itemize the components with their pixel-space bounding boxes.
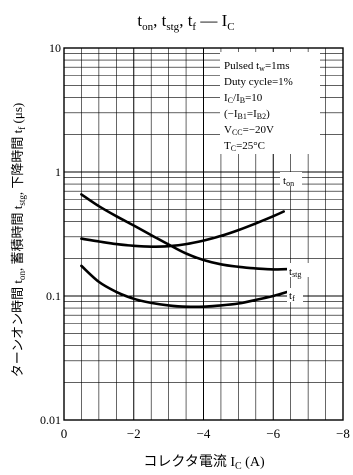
x-axis-ticks: 0 −2 −4 −6 −8 xyxy=(61,426,350,441)
y-axis-ticks: 10 1 0.1 0.01 xyxy=(40,41,61,427)
x-tick-label: −8 xyxy=(336,426,350,441)
conditions-box: Pulsed tw=1ms Duty cycle=1% IC/IB=10 (−I… xyxy=(220,52,320,154)
label-bg-tstg xyxy=(287,263,309,277)
series-line-tstg xyxy=(80,193,292,271)
series-curves xyxy=(80,193,292,309)
x-tick-label: −6 xyxy=(266,426,280,441)
condition-ratio: IC/IB=10 xyxy=(224,92,263,105)
series-label-tstg: tstg xyxy=(289,266,301,279)
x-tick-label: 0 xyxy=(61,426,68,441)
condition-duty: Duty cycle=1% xyxy=(224,76,293,88)
conditions-background xyxy=(220,52,320,154)
series-line-ton xyxy=(80,210,285,249)
label-bg-ton xyxy=(280,172,302,186)
series-line-tf xyxy=(80,264,292,309)
y-tick-label: 0.01 xyxy=(40,413,61,427)
plot-frame xyxy=(63,47,344,421)
x-tick-label: −4 xyxy=(197,426,211,441)
condition-pulsed: Pulsed tw=1ms xyxy=(224,60,289,73)
y-axis-label: ターンオン時間 ton, 蓄積時間 tstg, 下降時間 tf (μs) xyxy=(10,103,27,377)
x-tick-label: −2 xyxy=(127,426,141,441)
x-axis-label: コレクタ電流 IC (A) xyxy=(143,454,265,472)
condition-ib: (−IB1=IB2) xyxy=(224,108,270,121)
chart-title: ton, tstg, tf — IC xyxy=(137,11,234,33)
y-tick-label: 0.1 xyxy=(46,289,61,303)
condition-vcc: VCC=−20V xyxy=(224,124,274,137)
series-labels: ton tstg tf xyxy=(280,172,309,303)
condition-tc: TC=25°C xyxy=(224,140,265,153)
y-tick-label: 10 xyxy=(49,41,61,55)
y-tick-label: 1 xyxy=(55,165,61,179)
series-label-ton: ton xyxy=(283,175,294,188)
label-bg-tf xyxy=(287,288,303,302)
series-label-tf: tf xyxy=(289,290,295,303)
